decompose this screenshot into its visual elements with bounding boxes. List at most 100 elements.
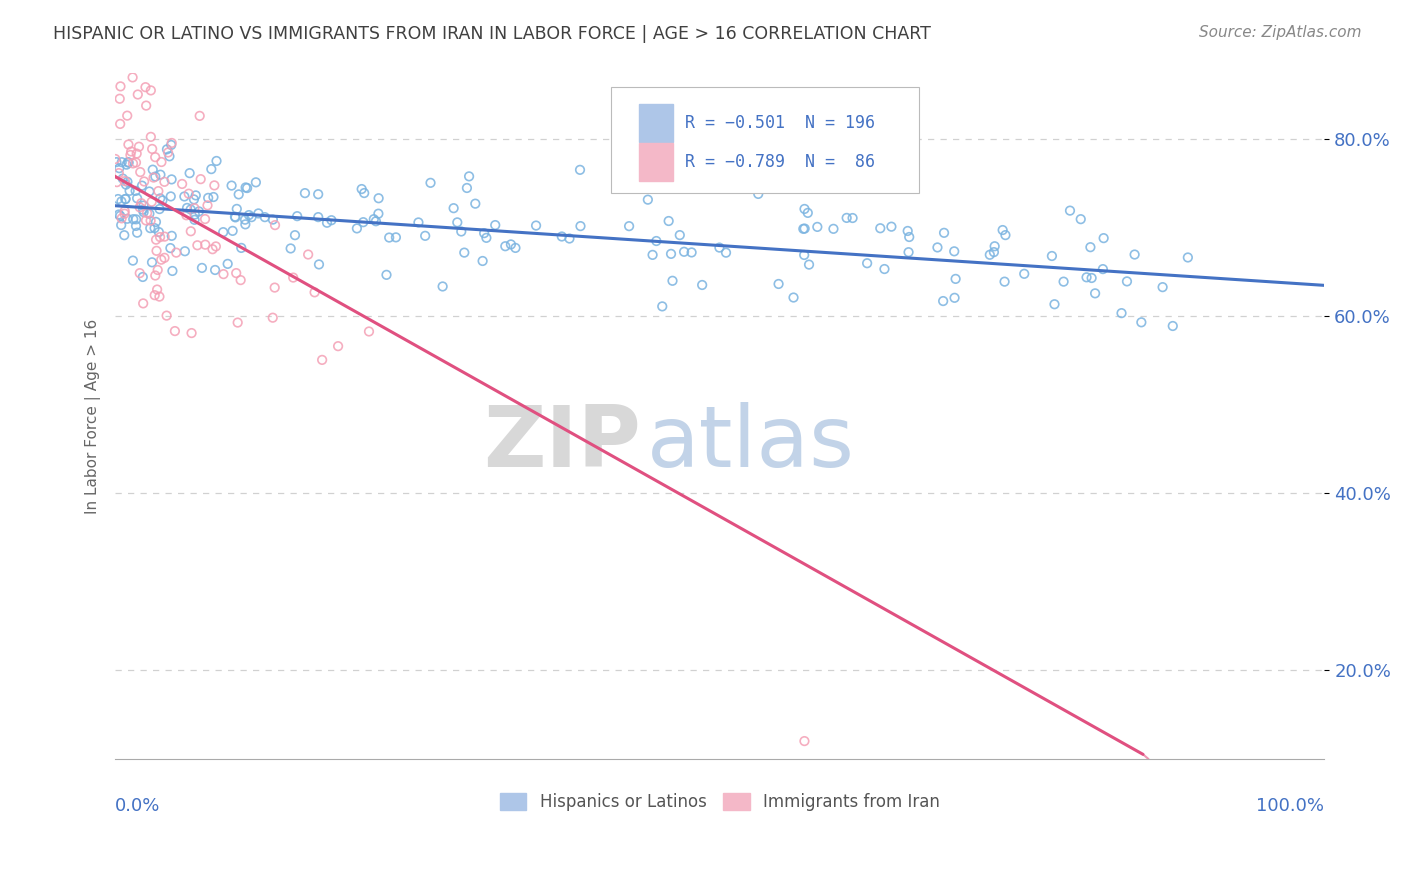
Point (146, 283, 169, 297)
Point (180, 326, 202, 340)
Point (114, 192, 136, 206)
Point (1116, 274, 1139, 288)
Point (979, 248, 1001, 262)
FancyBboxPatch shape (638, 104, 672, 142)
Point (176, 201, 198, 215)
Point (236, 181, 259, 195)
Point (408, 215, 430, 229)
Point (134, 80, 156, 95)
Point (197, 198, 219, 212)
Point (233, 212, 256, 227)
Point (149, 191, 172, 205)
Point (132, 205, 155, 219)
Point (443, 201, 465, 215)
Point (284, 228, 307, 243)
Point (184, 208, 207, 222)
Point (475, 231, 498, 245)
Point (204, 263, 226, 277)
Point (148, 290, 170, 304)
Point (551, 229, 574, 244)
Point (983, 239, 1005, 253)
Text: Source: ZipAtlas.com: Source: ZipAtlas.com (1198, 25, 1361, 40)
Point (153, 229, 176, 244)
Point (201, 242, 224, 256)
Point (135, 213, 157, 227)
Point (231, 241, 253, 255)
Point (225, 266, 247, 280)
Point (1080, 271, 1102, 285)
Point (115, 178, 138, 192)
Point (114, 192, 136, 206)
Point (1043, 297, 1066, 311)
Point (122, 156, 145, 170)
Point (943, 244, 966, 259)
Text: 0.0%: 0.0% (115, 797, 160, 814)
Point (183, 201, 205, 215)
Point (793, 248, 815, 262)
Point (294, 186, 316, 201)
Point (253, 210, 276, 224)
Point (983, 245, 1005, 260)
Point (378, 230, 401, 244)
Point (464, 196, 486, 211)
Point (105, 175, 128, 189)
Point (793, 734, 815, 748)
Point (120, 148, 142, 162)
Text: ZIP: ZIP (484, 401, 641, 485)
Point (184, 188, 207, 202)
Point (446, 215, 468, 229)
Point (125, 219, 148, 233)
Point (499, 237, 522, 252)
Point (177, 186, 200, 201)
Point (1123, 247, 1146, 261)
Point (651, 299, 673, 313)
Point (156, 142, 179, 156)
Point (132, 270, 155, 285)
Point (173, 244, 195, 259)
Point (191, 260, 214, 275)
Point (823, 222, 845, 236)
Point (122, 253, 145, 268)
Point (145, 215, 167, 229)
Point (115, 158, 138, 172)
Point (247, 206, 270, 220)
Point (173, 189, 195, 203)
Point (159, 241, 181, 255)
Point (152, 194, 174, 208)
Point (221, 224, 243, 238)
Point (188, 109, 211, 123)
Point (993, 275, 1015, 289)
Point (160, 138, 183, 153)
Point (153, 251, 176, 265)
Point (127, 191, 149, 205)
Point (307, 187, 329, 202)
Point (690, 277, 713, 292)
Point (105, 155, 128, 169)
Text: atlas: atlas (647, 401, 855, 485)
Point (108, 161, 131, 176)
Point (132, 198, 155, 212)
Point (125, 146, 148, 161)
Point (311, 352, 333, 367)
Point (943, 291, 966, 305)
Point (768, 277, 790, 291)
Point (117, 211, 139, 226)
Point (240, 210, 263, 224)
Point (190, 172, 212, 186)
Point (228, 187, 250, 202)
Point (793, 202, 815, 216)
Point (782, 291, 804, 305)
Point (134, 174, 156, 188)
Point (262, 310, 284, 325)
Point (110, 79, 132, 94)
Point (139, 129, 162, 144)
Point (245, 175, 267, 189)
Point (432, 279, 454, 293)
Point (143, 221, 166, 235)
Point (111, 211, 134, 226)
Point (326, 339, 349, 353)
Point (142, 162, 165, 177)
Point (145, 233, 167, 247)
Point (205, 239, 228, 253)
Point (280, 242, 302, 256)
